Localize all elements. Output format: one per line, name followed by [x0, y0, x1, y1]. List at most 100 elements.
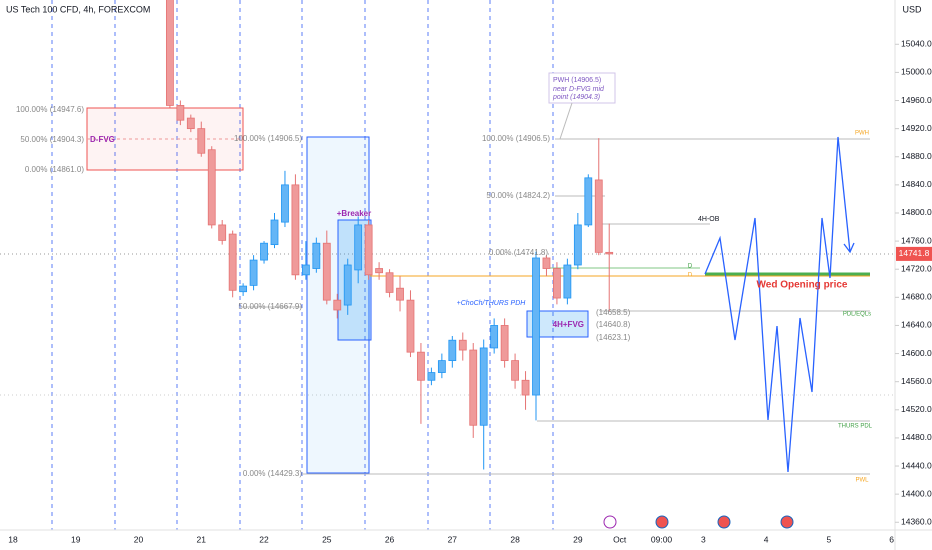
y-tick-label: 14760.0	[901, 235, 932, 245]
candle-body	[281, 184, 289, 223]
x-tick-label: 29	[573, 534, 583, 544]
x-tick-label: 19	[71, 534, 81, 544]
candle-body	[490, 325, 499, 349]
x-tick-label: 3	[701, 534, 706, 544]
annotation: near D-FVG mid	[553, 86, 605, 93]
annotation: Wed Opening price	[757, 280, 848, 291]
currency: USD	[902, 4, 922, 14]
candle-body	[479, 347, 488, 426]
x-tick-label: 5	[827, 534, 832, 544]
candle-body	[301, 264, 310, 276]
candle-body	[396, 287, 404, 301]
annotation: 100.00% (14906.5)	[482, 134, 550, 143]
annotation: point (14904.3)	[552, 94, 600, 101]
event-icon[interactable]	[655, 515, 669, 529]
annotation: 100.00% (14906.5)	[234, 134, 302, 143]
y-tick-label: 14920.0	[901, 123, 932, 133]
candle-body	[532, 257, 540, 396]
callout-box	[548, 72, 616, 104]
x-tick-label: 27	[448, 534, 458, 544]
annotation: +ChoCh/THURS PDH	[457, 300, 527, 307]
annotation: 100.00% (14947.6)	[16, 105, 84, 114]
candle-body	[354, 224, 363, 271]
annotation: THURS PDL	[838, 424, 873, 430]
candle-body	[239, 285, 248, 293]
x-tick-label: 21	[197, 534, 207, 544]
candle-body	[406, 299, 415, 353]
x-tick-label: 26	[385, 534, 395, 544]
candle-body	[521, 379, 530, 396]
y-tick-label: 14960.0	[901, 95, 932, 105]
annotation: D-FVG	[90, 135, 115, 144]
annotation: 50.00% (14904.3)	[20, 135, 84, 144]
candle-body	[500, 325, 509, 361]
y-tick-label: 14440.0	[901, 460, 932, 470]
candle-body	[218, 224, 227, 241]
event-icon[interactable]	[717, 515, 731, 529]
annotation: D	[688, 264, 693, 270]
x-tick-label: 28	[510, 534, 520, 544]
chart-title: US Tech 100 CFD, 4h, FOREXCOM	[6, 4, 150, 14]
candle-body	[197, 128, 206, 154]
candle-body	[165, 0, 174, 106]
annotation: PDL/EQLs	[843, 312, 871, 318]
event-icon[interactable]	[780, 515, 794, 529]
annotation: 0.00% (14741.8)	[489, 248, 548, 257]
candle-body	[448, 339, 457, 361]
candle-body	[333, 299, 342, 311]
candle-body	[553, 268, 561, 299]
candle-body	[270, 219, 279, 246]
callout-pointer	[559, 102, 573, 140]
y-tick-label: 14680.0	[901, 292, 932, 302]
y-tick-label: 14880.0	[901, 151, 932, 161]
candle-body	[186, 117, 195, 130]
candle-body	[417, 351, 425, 381]
annotation: (14623.1)	[596, 333, 631, 342]
annotation: 0.00% (14429.3)	[243, 469, 302, 478]
candle-body	[322, 242, 331, 301]
y-tick-label: 14520.0	[901, 404, 932, 414]
x-tick-label: 4	[764, 534, 769, 544]
y-tick-label: 15040.0	[901, 39, 932, 49]
annotation: PWH (14906.5)	[553, 77, 601, 84]
candle-body	[542, 257, 551, 269]
last-price-tag	[896, 246, 932, 261]
event-icon[interactable]	[603, 515, 617, 529]
annotation: (14640.8)	[596, 320, 631, 329]
x-tick-label: Oct	[613, 534, 627, 544]
y-tick-label: 14600.0	[901, 348, 932, 358]
annotation: PWH	[855, 131, 869, 137]
candle-body	[458, 339, 467, 351]
candle-body	[364, 224, 373, 276]
candle-body	[207, 149, 216, 226]
candle-body	[594, 179, 603, 253]
projection-path	[704, 136, 851, 473]
candle-body	[260, 242, 268, 261]
candle-body	[249, 259, 258, 286]
y-tick-label: 14840.0	[901, 179, 932, 189]
x-tick-label: 6	[889, 534, 894, 544]
y-tick-label: 14720.0	[901, 263, 932, 273]
candle-body	[511, 360, 519, 381]
candle-body	[427, 372, 436, 381]
candle-body	[385, 272, 394, 293]
candle-body	[573, 224, 582, 266]
candle-body	[312, 242, 321, 269]
x-tick-label: 18	[8, 534, 18, 544]
annotation: (14658.5)	[596, 308, 631, 317]
y-tick-label: 14360.0	[901, 517, 932, 527]
arrow-head	[843, 242, 855, 254]
annotation: 0.00% (14861.0)	[25, 165, 84, 174]
last-price-label: 14741.8	[899, 248, 930, 258]
annotation: 4H-OB	[698, 216, 720, 223]
candle-body	[584, 177, 593, 226]
y-tick-label: 14480.0	[901, 432, 932, 442]
annotation: 4H+FVG	[553, 320, 584, 329]
x-tick-label: 25	[322, 534, 332, 544]
x-tick-label: 22	[259, 534, 269, 544]
annotation: 50.00% (14824.2)	[486, 191, 550, 200]
y-tick-label: 15000.0	[901, 67, 932, 77]
candle-body	[469, 349, 478, 426]
